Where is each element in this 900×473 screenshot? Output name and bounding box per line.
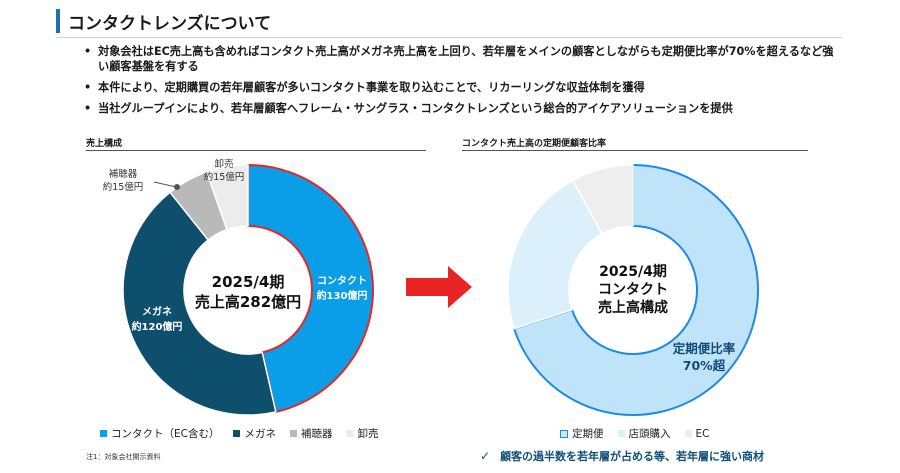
legend-label-hochoki: 補聴器 — [300, 428, 333, 440]
footnote: 注1：対象会社開示資料 — [86, 453, 161, 461]
left-section-rule — [86, 150, 426, 151]
legend-swatch-contact — [100, 430, 107, 437]
legend-swatch-oroshi — [346, 430, 354, 437]
legend-label-megane: メガネ — [244, 428, 276, 440]
title-accent-bar — [56, 9, 60, 33]
legend-swatch-ec — [684, 430, 692, 437]
legend-item-megane: メガネ — [233, 426, 276, 441]
donut-slice-highlight-teiki — [512, 163, 759, 416]
legend-item-ec: EC — [684, 427, 710, 440]
slice-label-oroshi-value: 約15億円 — [204, 171, 245, 183]
legend-swatch-teiki — [560, 429, 568, 438]
right-center-label-contact: コンタクト — [598, 282, 668, 298]
right-center-label-period: 2025/4期 — [599, 264, 667, 280]
legend-item-tentou: 店頭購入 — [617, 426, 671, 441]
legend-item-oroshi: 卸売 — [346, 426, 378, 441]
legend-swatch-hochoki — [289, 430, 297, 437]
subscription-ratio-donut — [507, 163, 759, 416]
slice-label-hochoki-name: 補聴器 — [109, 168, 138, 180]
check-icon: ✓ — [480, 449, 491, 463]
left-section-label: 売上構成 — [86, 139, 123, 149]
summary-bullets: 対象会社はEC売上高も含めればコンタクト売上高がメガネ売上高を上回り、若年層をメ… — [84, 44, 844, 122]
donut-slice-highlight-contact — [247, 163, 374, 414]
bullet-item: 本件により、定期購買の若年層顧客が多いコンタクト事業を取り込むことで、リカーリン… — [84, 80, 844, 95]
page-title-text: コンタクトレンズについて — [68, 13, 272, 34]
page-title: コンタクトレンズについて — [56, 8, 271, 34]
legend-item-contact: コンタクト（EC含む） — [100, 426, 219, 441]
right-section-rule — [462, 150, 808, 151]
legend-label-contact: コンタクト（EC含む） — [111, 428, 220, 440]
slice-label-hochoki-value: 約15億円 — [103, 181, 144, 193]
title-divider — [56, 37, 842, 38]
legend-label-ec: EC — [695, 427, 710, 440]
legend-label-teiki: 定期便 — [572, 428, 604, 440]
legend-swatch-megane — [233, 430, 241, 437]
right-chart-legend: 定期便 店頭購入 EC — [560, 426, 723, 441]
legend-item-teiki: 定期便 — [560, 426, 604, 441]
donut-slice-ec — [571, 164, 634, 235]
left-center-label-sales: 売上高282億円 — [195, 293, 301, 311]
hochoki-leader-line — [153, 181, 177, 188]
left-center-label-period: 2025/4期 — [212, 273, 285, 291]
slice-label-contact-value: 約130億円 — [317, 289, 368, 302]
bullet-item: 当社グループインにより、若年層顧客へフレーム・サングラス・コンタクトレンズという… — [84, 101, 844, 116]
legend-label-tentou: 店頭購入 — [628, 428, 671, 440]
hochoki-leader-dot — [174, 184, 180, 190]
slice-label-megane-value: 約120億円 — [132, 320, 183, 333]
right-arrow-icon — [406, 266, 472, 308]
legend-label-oroshi: 卸売 — [357, 428, 379, 440]
legend-item-hochoki: 補聴器 — [289, 426, 333, 441]
left-chart-legend: コンタクト（EC含む） メガネ 補聴器 卸売 — [100, 426, 392, 441]
conclusion-text: 顧客の過半数を若年層が占める等、若年層に強い商材 — [500, 450, 765, 463]
slice-label-contact-name: コンタクト — [317, 275, 367, 287]
donut-slice-oroshi — [205, 164, 249, 231]
slice-label-oroshi-name: 卸売 — [214, 158, 233, 170]
right-section-label: コンタクト売上高の定期便顧客比率 — [462, 139, 607, 149]
subscription-ratio-annotation-value: 70%超 — [683, 358, 726, 373]
donut-slice-megane — [122, 191, 277, 416]
slice-label-megane-name: メガネ — [142, 305, 172, 318]
sales-composition-donut — [122, 163, 374, 416]
donut-slice-tentou — [507, 179, 604, 330]
conclusion: ✓ 顧客の過半数を若年層が占める等、若年層に強い商材 — [480, 448, 764, 464]
legend-swatch-tentou — [617, 430, 625, 437]
subscription-ratio-annotation-label: 定期便比率 — [672, 341, 736, 356]
bullet-item: 対象会社はEC売上高も含めればコンタクト売上高がメガネ売上高を上回り、若年層をメ… — [84, 44, 844, 74]
right-center-label-composition: 売上高構成 — [598, 299, 668, 316]
